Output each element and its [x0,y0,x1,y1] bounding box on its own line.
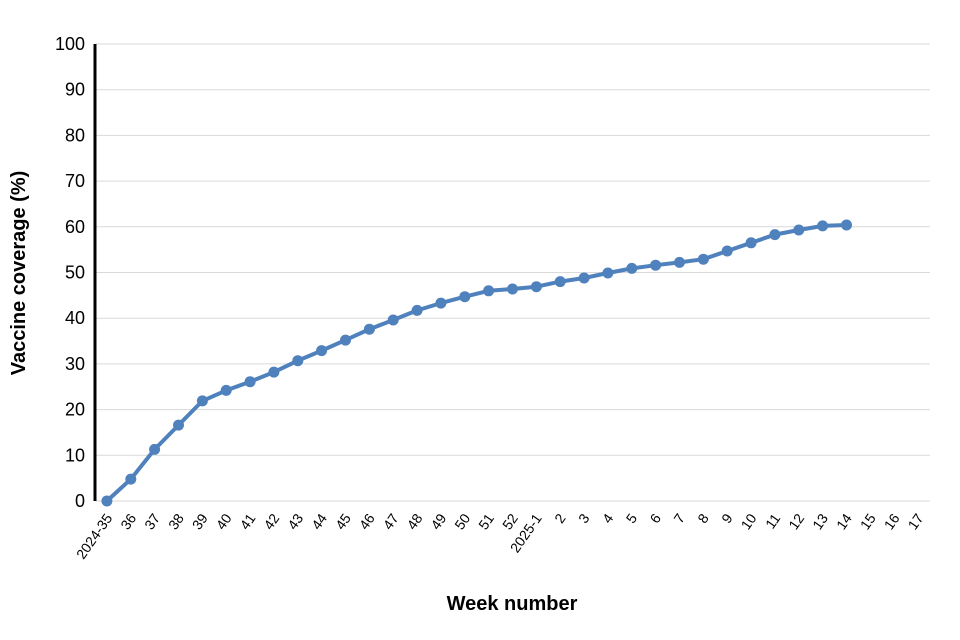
x-tick-label: 15 [857,510,879,532]
x-tick-label: 37 [141,510,163,532]
data-point-marker [817,220,829,232]
x-tick-label: 45 [332,510,354,532]
data-point-marker [363,323,375,335]
data-point-marker [721,245,733,257]
data-point-marker [149,443,161,455]
x-tick-label: 13 [809,510,831,532]
data-point-marker [507,283,518,295]
data-point-marker [530,281,542,293]
data-point-marker [268,366,280,378]
x-tick-label: 11 [762,510,784,531]
y-tick-label: 40 [65,308,85,328]
data-point-marker [483,285,495,297]
y-tick-label: 0 [75,491,85,511]
data-point-marker [196,395,208,407]
x-tick-label: 14 [833,510,855,532]
y-tick-labels: 0 10 20 30 40 50 60 70 80 90 100 [55,34,85,511]
x-tick-label: 6 [647,510,665,526]
data-point-marker [316,345,328,357]
x-tick-label: 46 [356,510,378,532]
data-point-marker [745,237,757,249]
data-point-marker [244,376,256,388]
coverage-line-series [101,219,852,507]
x-tick-label: 4 [599,510,617,526]
y-tick-label: 20 [65,400,85,420]
x-tick-label: 5 [623,510,641,526]
data-point-marker [173,419,184,431]
data-point-marker [650,259,662,271]
data-point-marker [340,334,351,346]
data-point-marker [101,495,113,507]
x-tick-label: 12 [785,510,807,532]
x-tick-label: 3 [575,510,593,526]
x-tick-label: 43 [284,510,306,532]
data-point-marker [793,224,805,236]
x-tick-label: 9 [718,510,736,526]
x-tick-label: 10 [737,510,759,532]
x-tick-label: 50 [451,510,473,532]
x-tick-label: 49 [427,510,449,532]
x-tick-label: 2024-35 [73,510,116,561]
data-point-marker [578,272,590,284]
x-tick-label: 41 [236,510,258,532]
coverage-line [104,223,849,503]
x-tick-label: 40 [213,510,235,532]
y-tick-label: 80 [65,125,85,145]
data-point-marker [554,276,566,288]
data-point-marker [125,473,137,485]
y-axis-title: Vaccine coverage (%) [8,171,30,376]
data-point-marker [292,355,304,367]
x-tick-labels: 2024-35 36 37 38 39 40 41 42 43 44 45 46 47 48 49 50 51 5… [73,510,927,561]
data-point-marker [626,262,638,274]
x-tick-label: 48 [403,510,425,532]
y-tick-label: 50 [65,263,85,283]
x-tick-label: 16 [881,510,903,532]
x-tick-label: 17 [904,510,926,532]
y-tick-label: 30 [65,354,85,374]
x-tick-label: 7 [670,510,688,526]
x-tick-label: 42 [260,510,282,532]
y-tick-label: 90 [65,80,85,100]
gridlines [95,43,930,502]
data-point-marker [602,267,614,279]
data-point-marker [674,256,685,268]
data-point-marker [411,304,423,316]
data-point-marker [769,229,781,241]
data-point-marker [435,297,447,309]
data-point-marker [387,314,399,326]
x-tick-label: 36 [117,510,139,532]
x-tick-label: 39 [189,510,211,532]
x-tick-label: 51 [475,510,497,532]
y-tick-label: 70 [65,171,85,191]
y-tick-label: 60 [65,217,85,237]
x-tick-label: 8 [694,510,712,526]
x-tick-label: 2 [551,510,569,526]
data-point-marker [697,253,709,265]
y-tick-label: 10 [65,445,85,465]
data-point-marker [220,384,232,396]
y-tick-label: 100 [55,34,85,54]
x-tick-label: 44 [308,510,330,532]
x-tick-label: 38 [165,510,187,532]
data-point-marker [459,291,471,303]
x-tick-label: 47 [380,510,402,532]
data-point-marker [841,219,852,231]
x-axis-title: Week number [447,593,578,615]
